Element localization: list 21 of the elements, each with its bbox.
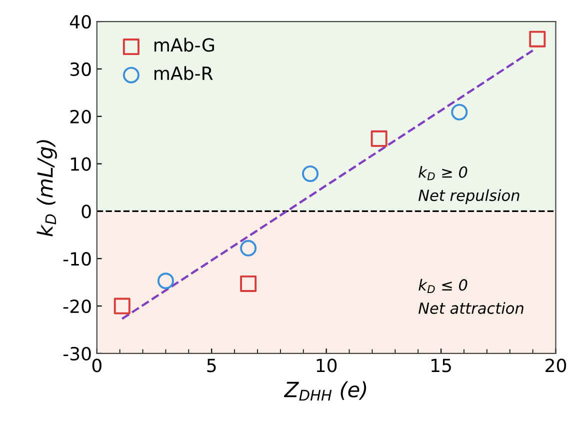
y-tick-label: -10 — [63, 252, 91, 266]
x-tick-label: 0 — [92, 358, 102, 372]
y-axis-title: k$_{D}$ (mL/g) — [36, 140, 57, 236]
y-tick-label: 30 — [70, 62, 91, 76]
x-tick-label: 20 — [546, 358, 566, 372]
legend-label: mAb-G — [154, 38, 214, 52]
x-axis-title: Z$_{DHH}$ (e) — [284, 381, 366, 401]
y-tick-label: 20 — [70, 110, 91, 124]
annotation: k$_{D}$ ≥ 0 — [418, 166, 468, 180]
y-tick-label: 10 — [71, 157, 91, 171]
x-tick-label: 5 — [207, 358, 216, 372]
legend-label: mAb-R — [154, 66, 213, 80]
y-tick-label: 40 — [70, 15, 91, 29]
x-tick-label: 10 — [316, 358, 337, 372]
x-tick-label: 15 — [432, 358, 451, 372]
y-tick-label: 0 — [82, 204, 91, 218]
annotation: k$_{D}$ ≤ 0 — [418, 278, 468, 294]
annotation: Net repulsion — [418, 189, 520, 204]
y-tick-label: -30 — [63, 346, 91, 361]
annotation: Net attraction — [418, 302, 524, 314]
y-tick-label: -20 — [63, 299, 91, 314]
